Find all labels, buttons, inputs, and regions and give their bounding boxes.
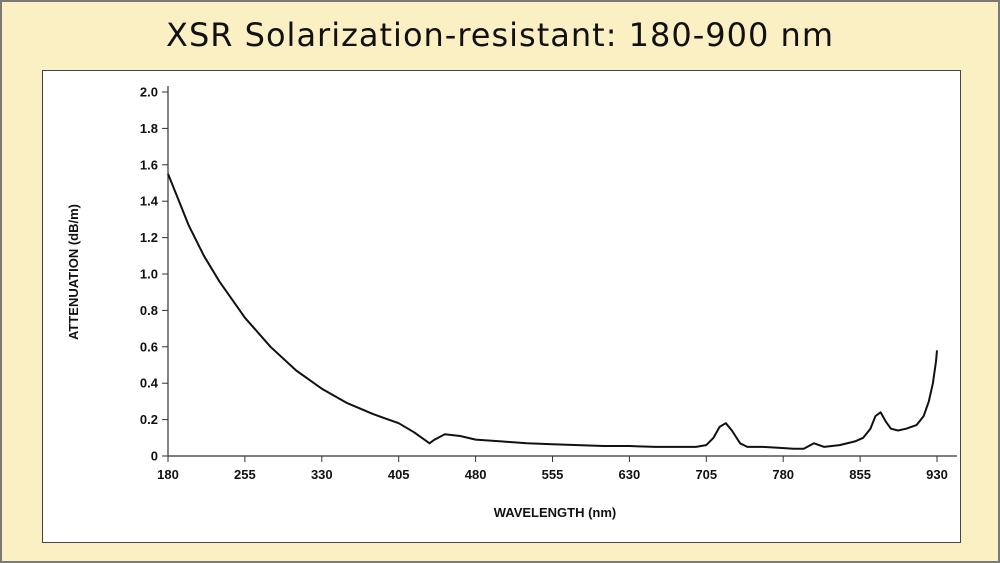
x-axis-title: WAVELENGTH (nm) [494,505,617,520]
y-tick-label: 2.0 [140,85,158,100]
x-tick-label: 780 [772,467,794,482]
y-tick-label: 0.6 [140,339,158,354]
x-tick-label: 330 [311,467,333,482]
axes [162,86,957,462]
attenuation-series-line [167,173,938,450]
chart-title: XSR Solarization-resistant: 180-900 nm [166,16,834,54]
y-tick-label: 0 [151,449,158,464]
x-tick-label: 405 [388,467,410,482]
x-tick-label: 180 [157,467,179,482]
y-tick-label: 1.2 [140,230,158,245]
y-tick-label: 0.8 [140,303,158,318]
x-tick-label: 855 [849,467,871,482]
x-tick-label: 705 [695,467,717,482]
y-tick-label: 0.4 [140,376,159,391]
x-tick-label: 555 [542,467,564,482]
labels-layer: WAVELENGTH (nm) ATTENUATION (dB/m) 0 0.2 0… [66,85,948,521]
x-tick-label: 255 [234,467,256,482]
y-tick-label: 1.0 [140,267,158,282]
x-tick-label: 630 [619,467,641,482]
y-tick-label: 1.4 [140,194,159,209]
y-tick-label: 1.6 [140,157,158,172]
x-tick-label: 480 [465,467,487,482]
plot-panel [42,70,961,543]
y-tick-label: 1.8 [140,121,158,136]
y-tick-label: 0.2 [140,412,158,427]
y-axis-title: ATTENUATION (dB/m) [66,204,81,340]
x-tick-label: 930 [926,467,948,482]
series-layer [167,173,938,450]
